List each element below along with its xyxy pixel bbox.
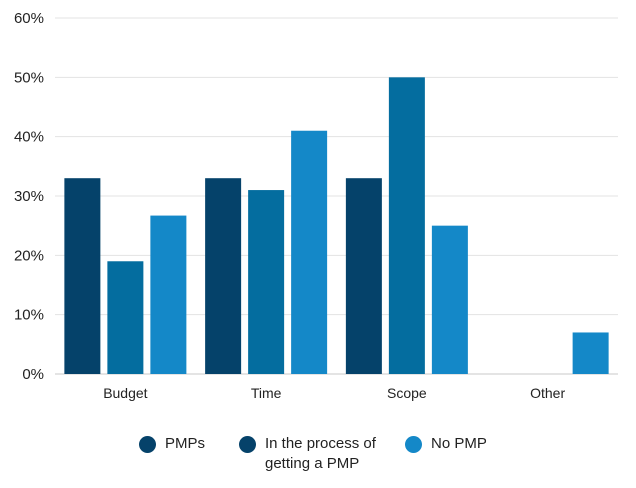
bar-other-series-2 — [572, 332, 609, 374]
bar-budget-series-2 — [150, 215, 187, 374]
bar-chart-plot: 0% 10% 20% 30% 40% 50% 60% Budget Time Scope Othe… — [14, 10, 618, 401]
legend-label-no-pmp: No PMP — [431, 435, 487, 452]
legend-swatch-in-process — [239, 436, 256, 453]
bars — [64, 77, 609, 374]
bar-time-series-1 — [248, 190, 285, 374]
y-tick-label: 40% — [14, 129, 44, 146]
legend-swatch-pmps — [139, 436, 156, 453]
x-tick-label-other: Other — [530, 385, 565, 401]
legend-item-in-process: In the process of getting a PMP — [239, 434, 376, 474]
y-tick-label: 60% — [14, 10, 44, 27]
bar-scope-series-2 — [431, 225, 468, 374]
y-tick-label: 20% — [14, 247, 44, 264]
bar-budget-series-0 — [64, 178, 101, 374]
legend-swatch-no-pmp — [405, 436, 422, 453]
y-tick-label: 30% — [14, 188, 44, 205]
gridlines — [55, 17, 618, 375]
legend: PMPs In the process of getting a PMP No … — [0, 434, 636, 484]
x-tick-label-time: Time — [251, 385, 282, 401]
bar-time-series-0 — [205, 178, 242, 374]
x-axis-tick-labels: Budget Time Scope Other — [103, 385, 565, 401]
bar-budget-series-1 — [107, 261, 144, 374]
legend-label-in-process: In the process of getting a PMP — [265, 435, 376, 472]
x-tick-label-budget: Budget — [103, 385, 147, 401]
y-tick-label: 50% — [14, 69, 44, 86]
legend-item-pmps: PMPs — [139, 434, 205, 454]
legend-label-pmps: PMPs — [165, 435, 206, 452]
bar-scope-series-0 — [345, 178, 382, 374]
bar-time-series-2 — [291, 130, 328, 374]
bar-scope-series-1 — [388, 77, 425, 374]
x-tick-label-scope: Scope — [387, 385, 427, 401]
legend-item-no-pmp: No PMP — [405, 434, 487, 454]
y-tick-label: 0% — [22, 366, 44, 383]
y-tick-label: 10% — [14, 307, 44, 324]
y-axis-tick-labels: 0% 10% 20% 30% 40% 50% 60% — [14, 10, 44, 383]
